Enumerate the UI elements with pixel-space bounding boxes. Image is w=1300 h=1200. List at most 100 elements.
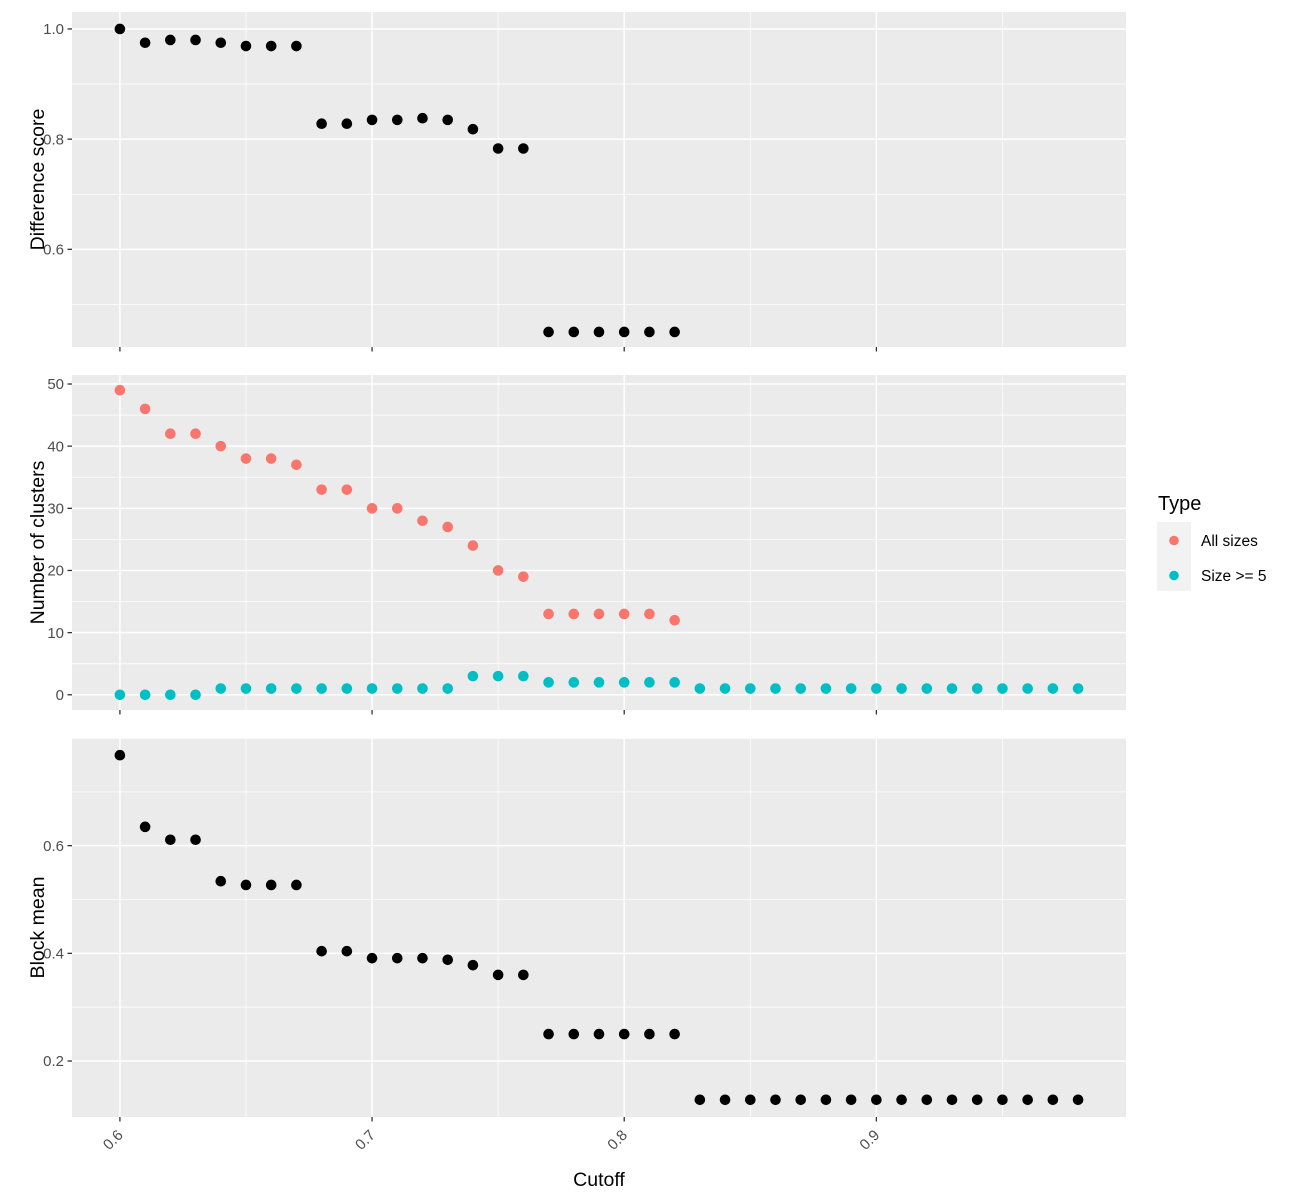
panel-difference-score: 0.6 0.8 1.0 bbox=[43, 12, 1126, 352]
point bbox=[593, 608, 605, 620]
point bbox=[518, 969, 529, 981]
point bbox=[341, 484, 353, 495]
y-tick-label: 30 bbox=[47, 501, 64, 518]
point bbox=[971, 683, 983, 694]
legend-label-all-sizes: All sizes bbox=[1201, 533, 1258, 550]
point bbox=[896, 683, 907, 694]
point bbox=[568, 677, 580, 688]
point bbox=[265, 879, 277, 891]
point bbox=[291, 459, 302, 471]
point bbox=[644, 677, 655, 688]
point bbox=[417, 683, 428, 694]
series-all-sizes bbox=[114, 384, 680, 626]
series-size-5 bbox=[114, 670, 1084, 701]
point bbox=[165, 34, 176, 46]
point bbox=[467, 959, 479, 971]
point bbox=[1047, 683, 1059, 694]
point bbox=[316, 118, 327, 130]
point bbox=[190, 689, 201, 701]
point bbox=[644, 1028, 655, 1040]
point bbox=[215, 37, 227, 49]
point bbox=[744, 683, 756, 694]
point bbox=[669, 1028, 680, 1040]
point bbox=[139, 403, 151, 415]
point bbox=[291, 40, 302, 52]
point bbox=[618, 1028, 630, 1040]
point bbox=[820, 1094, 832, 1106]
y-tick-label: 10 bbox=[47, 625, 64, 642]
point bbox=[114, 384, 126, 396]
point bbox=[240, 879, 252, 891]
point bbox=[215, 440, 227, 452]
point bbox=[316, 484, 327, 495]
point bbox=[341, 118, 353, 130]
point bbox=[341, 683, 353, 694]
point bbox=[139, 689, 151, 701]
point bbox=[240, 683, 252, 694]
point bbox=[518, 670, 529, 682]
panel-number-of-clusters: 0 10 20 30 40 50 bbox=[47, 375, 1126, 715]
point bbox=[568, 326, 580, 338]
point bbox=[543, 677, 554, 688]
y-tick-label: 0.6 bbox=[43, 242, 64, 259]
point bbox=[997, 1094, 1008, 1106]
point bbox=[467, 540, 479, 551]
point bbox=[417, 515, 428, 527]
point bbox=[492, 565, 504, 576]
point bbox=[316, 945, 327, 957]
point bbox=[417, 112, 428, 124]
point bbox=[518, 143, 529, 154]
point bbox=[694, 683, 706, 694]
y-tick-label: 0.6 bbox=[43, 838, 64, 855]
point bbox=[618, 677, 630, 688]
point bbox=[114, 749, 126, 761]
point bbox=[316, 683, 327, 694]
point bbox=[265, 683, 277, 694]
point bbox=[391, 952, 403, 964]
point bbox=[165, 834, 176, 846]
point bbox=[467, 670, 479, 682]
y-tick-label: 0 bbox=[56, 687, 64, 704]
point bbox=[669, 326, 680, 338]
point bbox=[744, 1094, 756, 1106]
point bbox=[366, 503, 378, 514]
point bbox=[1022, 683, 1033, 694]
x-tick-label: 0.8 bbox=[604, 1127, 631, 1154]
point bbox=[366, 683, 378, 694]
point bbox=[467, 123, 479, 135]
legend-label-size-ge-5: Size >= 5 bbox=[1201, 568, 1267, 585]
point bbox=[669, 677, 680, 688]
point bbox=[568, 608, 580, 620]
point bbox=[114, 23, 126, 35]
point bbox=[795, 683, 807, 694]
point bbox=[618, 326, 630, 338]
point bbox=[593, 1028, 605, 1040]
legend-title: Type bbox=[1158, 493, 1201, 515]
point bbox=[442, 114, 454, 126]
y-tick-label: 20 bbox=[47, 563, 64, 580]
point bbox=[240, 40, 252, 52]
point bbox=[341, 945, 353, 957]
point bbox=[770, 1094, 781, 1106]
legend-point-all-sizes-icon bbox=[1169, 535, 1179, 546]
point bbox=[139, 821, 151, 833]
point bbox=[871, 683, 882, 694]
point bbox=[442, 521, 454, 533]
point bbox=[845, 1094, 857, 1106]
point bbox=[971, 1094, 983, 1106]
point bbox=[417, 952, 428, 964]
point bbox=[669, 614, 680, 626]
point bbox=[543, 1028, 554, 1040]
series-difference-score bbox=[114, 23, 680, 338]
point bbox=[291, 879, 302, 891]
point bbox=[391, 114, 403, 126]
point bbox=[492, 969, 504, 981]
point bbox=[543, 326, 554, 338]
y-tick-label: 40 bbox=[47, 438, 64, 455]
point bbox=[1047, 1094, 1059, 1106]
point bbox=[190, 834, 201, 846]
point bbox=[165, 428, 176, 440]
